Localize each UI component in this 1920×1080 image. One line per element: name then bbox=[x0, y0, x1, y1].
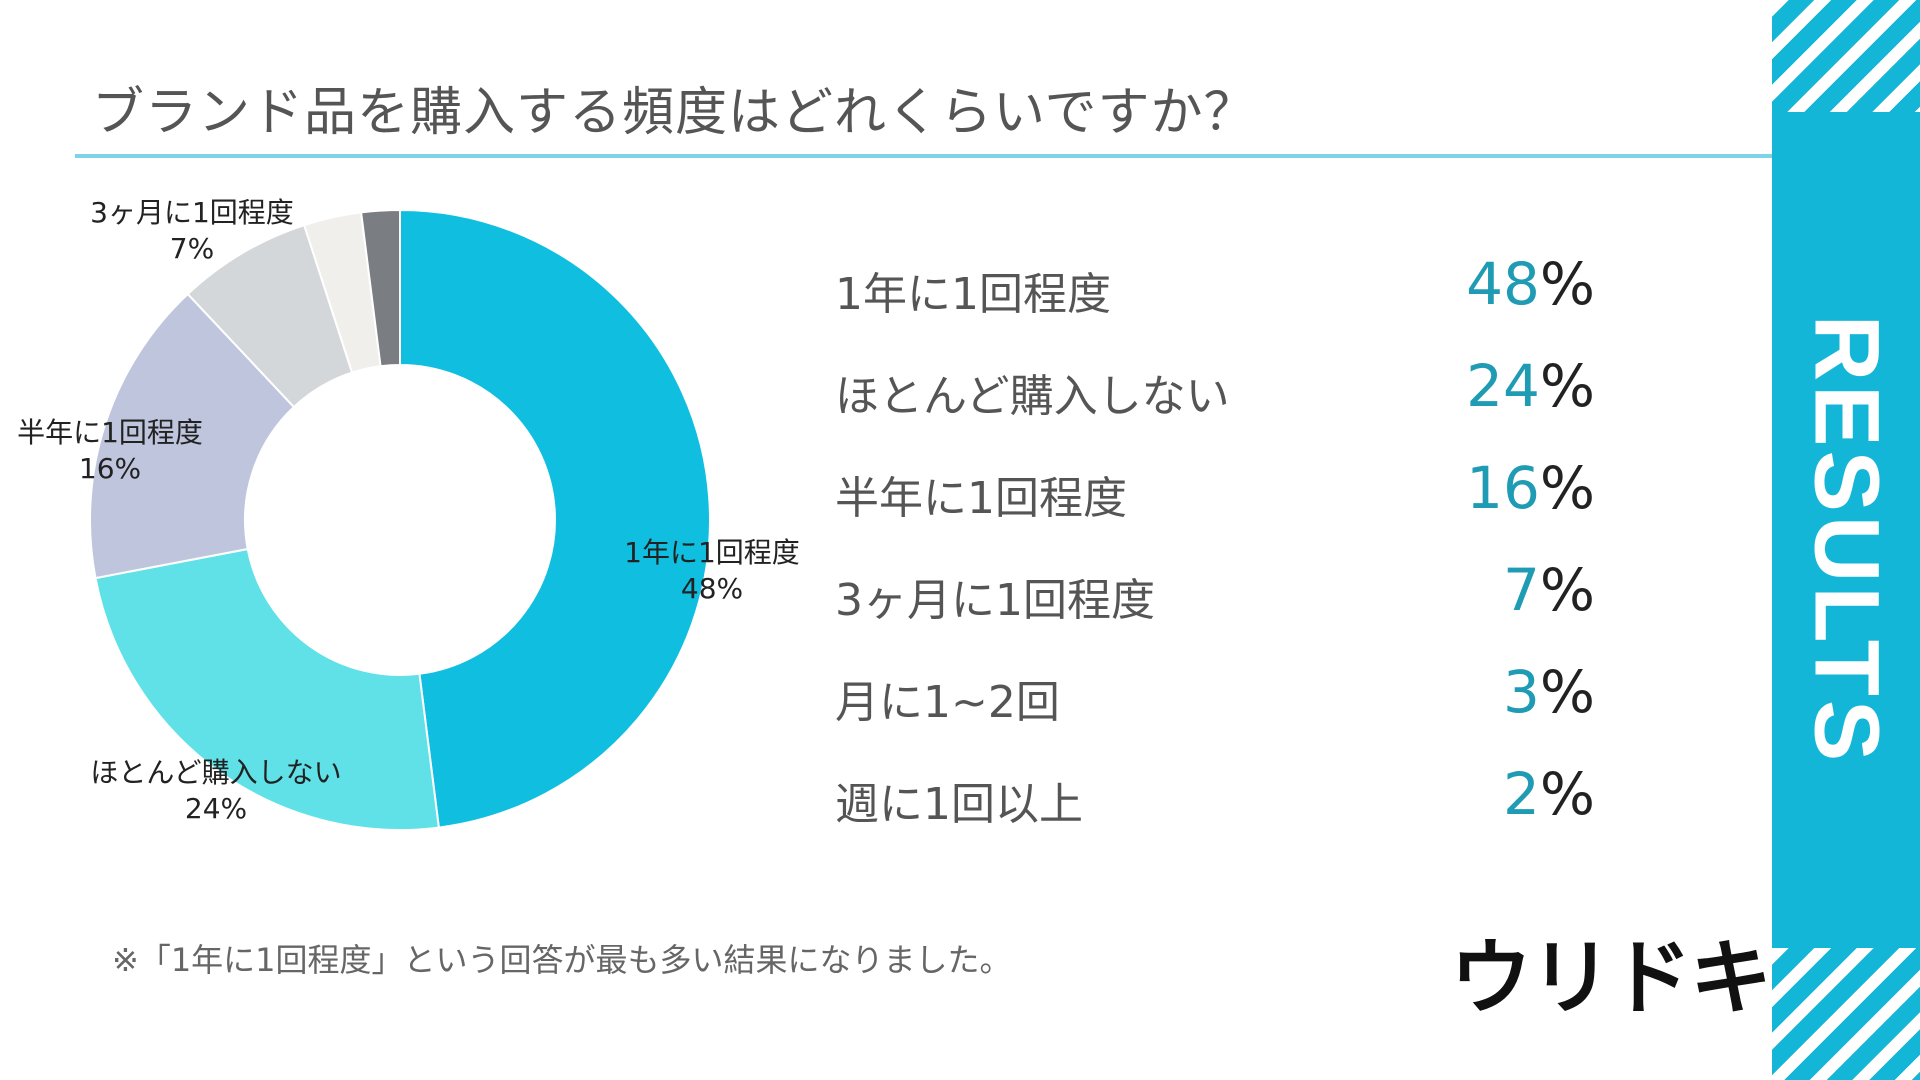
slice-label-2-category: 半年に1回程度 bbox=[17, 416, 203, 449]
legend-value: 16% bbox=[1466, 454, 1595, 522]
legend-row: ほとんど購入しない 24% bbox=[835, 352, 1595, 454]
legend-row: 1年に1回程度 48% bbox=[835, 250, 1595, 352]
slice-label-3-value: 7% bbox=[170, 232, 214, 265]
legend-value-unit: % bbox=[1539, 250, 1595, 318]
brand-logo-text: ウリドキ bbox=[1450, 931, 1772, 1026]
donut-slices bbox=[89, 208, 711, 831]
results-legend: 1年に1回程度 48% ほとんど購入しない 24% 半年に1回程度 16% 3ヶ… bbox=[835, 250, 1595, 862]
legend-value-number: 3 bbox=[1502, 658, 1540, 726]
slice-label-0-category: 1年に1回程度 bbox=[624, 536, 800, 569]
footnote: ※「1年に1回程度」という回答が最も多い結果になりました。 bbox=[112, 941, 1012, 979]
legend-value-unit: % bbox=[1539, 454, 1595, 522]
page-title: ブランド品を購入する頻度はどれくらいですか？ bbox=[92, 83, 1257, 143]
legend-label: ほとんど購入しない bbox=[835, 371, 1230, 422]
donut-slice-0 bbox=[399, 208, 711, 829]
legend-value: 7% bbox=[1503, 556, 1595, 624]
legend-value: 2% bbox=[1503, 760, 1595, 828]
legend-row: 3ヶ月に1回程度 7% bbox=[835, 556, 1595, 658]
legend-row: 半年に1回程度 16% bbox=[835, 454, 1595, 556]
donut-chart: 1年に1回程度 48% ほとんど購入しない 24% 半年に1回程度 16% 3ヶ… bbox=[17, 196, 800, 831]
legend-row: 月に1~2回 3% bbox=[835, 658, 1595, 760]
brand-logo: ウリドキ bbox=[1450, 938, 1808, 1044]
legend-value-number: 24 bbox=[1466, 352, 1540, 420]
slice-label-1-value: 24% bbox=[185, 792, 247, 825]
legend-row: 週に1回以上 2% bbox=[835, 760, 1595, 862]
slice-label-3: 3ヶ月に1回程度 7% bbox=[90, 196, 294, 265]
donut-slice-1 bbox=[94, 547, 440, 831]
donut-slice-5 bbox=[360, 208, 401, 368]
donut-slice-2 bbox=[89, 292, 296, 580]
legend-label: 3ヶ月に1回程度 bbox=[835, 575, 1155, 626]
results-side-label: RESULTS bbox=[1795, 314, 1898, 766]
legend-value: 3% bbox=[1503, 658, 1595, 726]
results-side-bar: RESULTS bbox=[1772, 0, 1920, 1080]
legend-value-unit: % bbox=[1539, 352, 1595, 420]
legend-value: 24% bbox=[1466, 352, 1595, 420]
slice-label-2: 半年に1回程度 16% bbox=[17, 416, 203, 485]
legend-value-number: 2 bbox=[1502, 760, 1540, 828]
title-divider bbox=[75, 154, 1772, 158]
slice-label-2-value: 16% bbox=[79, 452, 141, 485]
legend-value: 48% bbox=[1466, 250, 1595, 318]
legend-value-number: 48 bbox=[1466, 250, 1540, 318]
slice-label-0-value: 48% bbox=[681, 572, 743, 605]
legend-value-unit: % bbox=[1539, 760, 1595, 828]
slice-label-0: 1年に1回程度 48% bbox=[624, 536, 800, 605]
slice-label-1-category: ほとんど購入しない bbox=[90, 756, 341, 789]
legend-label: 週に1回以上 bbox=[835, 779, 1083, 830]
legend-label: 半年に1回程度 bbox=[835, 473, 1127, 524]
legend-value-unit: % bbox=[1539, 658, 1595, 726]
legend-value-unit: % bbox=[1539, 556, 1595, 624]
slice-label-1: ほとんど購入しない 24% bbox=[90, 756, 341, 825]
stripe-decoration-bottom bbox=[1772, 948, 1920, 1080]
stripe-decoration-top bbox=[1772, 0, 1920, 112]
legend-value-number: 7 bbox=[1502, 556, 1540, 624]
legend-label: 1年に1回程度 bbox=[835, 269, 1111, 320]
slice-label-3-category: 3ヶ月に1回程度 bbox=[90, 196, 294, 229]
legend-value-number: 16 bbox=[1466, 454, 1540, 522]
legend-label: 月に1~2回 bbox=[835, 677, 1060, 728]
